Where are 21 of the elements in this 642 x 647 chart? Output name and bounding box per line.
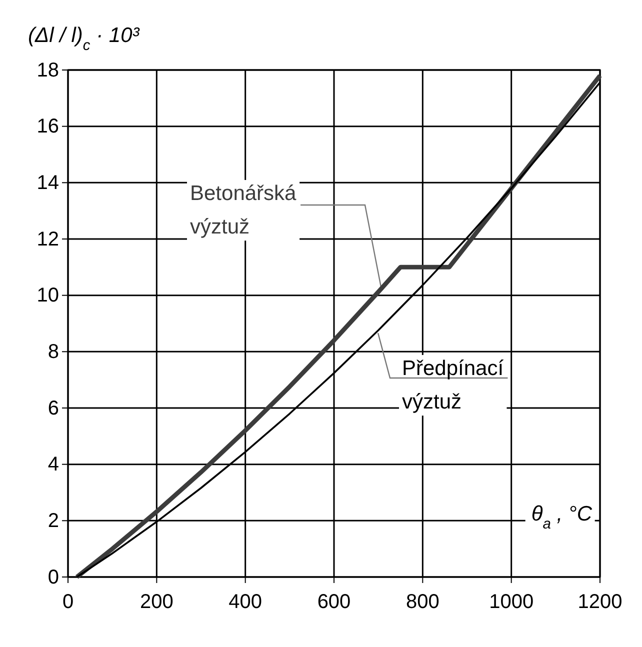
x-tick-label: 1000 [489,591,534,613]
x-tick-label: 200 [140,591,174,613]
y-axis-title: (Δl / l)$_{c}$ · 10³ [28,24,140,54]
x-tick-label: 1200 [578,591,622,613]
x-axis-title: θ$_{a}$ , °C [531,502,593,533]
text: Betonářská výztuž [190,182,297,239]
y-tick-label: 14 [36,172,59,194]
x-tick-label: 400 [228,591,262,613]
x-tick-label: 0 [62,591,74,613]
y-tick-label: 18 [36,59,59,82]
x-tick-label: 800 [406,591,440,613]
y-tick-label: 0 [48,566,59,588]
x-tick-label: 600 [317,591,351,613]
y-tick-label: 10 [36,284,59,307]
y-tick-label: 12 [36,228,59,250]
series-label: Předpínací výztuž [402,357,504,414]
y-tick-label: 8 [48,341,59,364]
y-tick-label: 6 [48,397,59,420]
y-tick-label: 2 [48,510,59,532]
y-tick-label: 4 [48,454,59,476]
y-tick-label: 16 [36,116,59,138]
